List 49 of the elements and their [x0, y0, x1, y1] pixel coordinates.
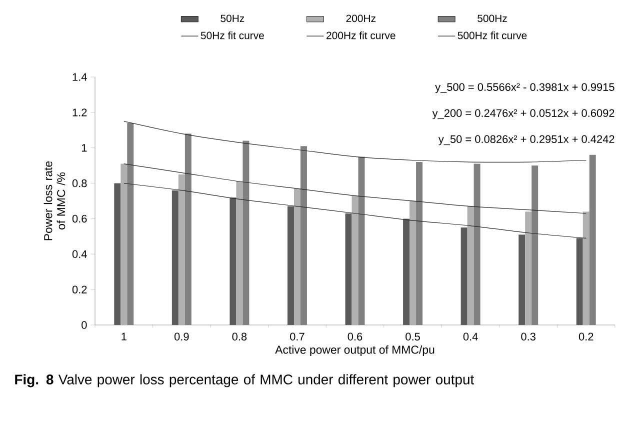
y-tick-label: 0.6: [72, 214, 87, 223]
x-axis-title: Active power output of MMC/pu: [275, 345, 434, 356]
bar: [410, 200, 416, 325]
line-series: [124, 182, 586, 238]
bar: [287, 206, 294, 325]
bar: [230, 197, 236, 325]
bar: [460, 228, 468, 325]
y-tick-label: 1: [82, 144, 87, 152]
y-tick-label: 1.4: [72, 73, 87, 81]
y-tick-label: 0.4: [72, 250, 87, 258]
x-tick-label: 0.4: [463, 332, 478, 341]
annotation: y_200 = 0.2476x² + 0.0512x + 0.6092: [432, 109, 614, 120]
y-tick-label: 0.8: [72, 179, 87, 188]
bar: [172, 190, 178, 325]
y-tick-label: 0: [82, 321, 87, 329]
line-series: [124, 163, 586, 214]
x-tick-label: 0.2: [578, 332, 594, 341]
bar: [294, 188, 300, 325]
text: Fig. 8 Valve power loss percentage of MMC under different power output: [15, 374, 474, 388]
x-tick-label: 1: [122, 332, 126, 340]
bar: [518, 234, 526, 325]
bar: [352, 196, 358, 325]
annotation: y_50 = 0.0826x² + 0.2951x + 0.4242: [438, 135, 614, 146]
x-tick-label: 0.8: [232, 332, 247, 341]
legend-label: 500Hz: [478, 14, 507, 22]
legend-label: 500Hz fit curve: [458, 31, 527, 40]
y-tick-label: 0.2: [72, 286, 87, 294]
x-tick-label: 0.6: [348, 332, 362, 341]
x-tick-label: 0.5: [406, 332, 420, 341]
legend-label: 50Hz fit curve: [200, 31, 264, 40]
bar: [403, 218, 410, 325]
legend-label: 200Hz fit curve: [326, 31, 396, 40]
legend-label: 50Hz: [220, 14, 244, 22]
bar: [576, 238, 583, 325]
bar: [178, 174, 185, 325]
bar: [236, 182, 243, 325]
x-tick-label: 0.9: [174, 332, 189, 341]
x-tick-label: 0.7: [290, 332, 304, 341]
y-axis-title: Power loss rate of MMC /%: [44, 161, 66, 240]
bar: [525, 212, 532, 325]
bar: [120, 164, 128, 325]
x-tick-label: 0.3: [521, 332, 536, 341]
legend-label: 200Hz: [346, 14, 376, 22]
annotation: y_500 = 0.5566x² - 0.3981x + 0.9915: [435, 83, 614, 94]
bar: [467, 206, 474, 325]
y-tick-label: 1.2: [72, 108, 87, 116]
bar: [582, 212, 590, 325]
bar: [345, 213, 352, 325]
bar: [114, 183, 121, 325]
